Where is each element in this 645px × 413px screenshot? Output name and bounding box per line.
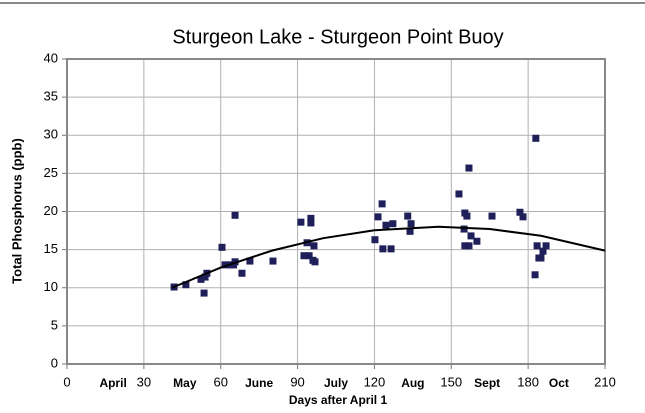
point	[238, 269, 246, 277]
point	[389, 220, 397, 228]
point	[539, 247, 547, 255]
y-tick-label: 25	[44, 165, 58, 180]
x-tick-label: 60	[213, 374, 227, 389]
point	[182, 281, 190, 289]
x-tick-label: 0	[63, 374, 70, 389]
point	[516, 208, 524, 216]
point	[378, 200, 386, 208]
point	[542, 242, 550, 250]
point	[311, 258, 319, 266]
point	[197, 275, 205, 283]
point	[231, 211, 239, 219]
point	[246, 257, 254, 265]
point	[467, 232, 475, 240]
point	[387, 245, 395, 253]
point	[374, 213, 382, 221]
point	[300, 252, 308, 260]
y-tick-label: 30	[44, 127, 58, 142]
point	[379, 245, 387, 253]
y-tick-label: 35	[44, 89, 58, 104]
point	[460, 225, 468, 233]
x-tick-label: 30	[137, 374, 151, 389]
x-tick-label: 90	[290, 374, 304, 389]
plot-border	[66, 58, 606, 365]
x-tick-label: 180	[517, 374, 539, 389]
x-axis-label: Days after April 1	[289, 393, 388, 407]
point	[297, 218, 305, 226]
point	[200, 289, 208, 297]
month-label: June	[245, 376, 273, 390]
chart-title: Sturgeon Lake - Sturgeon Point Buoy	[172, 26, 503, 48]
month-label: May	[173, 376, 197, 390]
point	[473, 237, 481, 245]
point	[463, 212, 471, 220]
month-label: July	[324, 376, 348, 390]
month-label: Aug	[401, 376, 424, 390]
y-tick-label: 0	[51, 355, 58, 370]
month-label: Sept	[474, 376, 500, 390]
x-tick-label: 210	[594, 374, 616, 389]
point	[532, 134, 540, 142]
point	[461, 242, 469, 250]
point	[533, 242, 541, 250]
point	[307, 214, 315, 222]
point	[305, 252, 313, 260]
point	[407, 220, 415, 228]
point	[465, 242, 473, 250]
y-tick-label: 20	[44, 203, 58, 218]
x-tick-label: 120	[364, 374, 386, 389]
month-label: April	[99, 376, 126, 390]
trend-line	[171, 225, 606, 289]
point	[455, 190, 463, 198]
point	[310, 242, 318, 250]
point	[218, 243, 226, 251]
point	[307, 219, 315, 227]
y-tick-label: 5	[51, 317, 58, 332]
y-tick-label: 15	[44, 241, 58, 256]
point	[201, 273, 209, 281]
point	[404, 212, 412, 220]
point	[406, 227, 414, 235]
point	[382, 221, 390, 229]
point	[519, 213, 527, 221]
x-tick-label: 150	[440, 374, 462, 389]
point	[465, 164, 473, 172]
y-tick-label: 40	[44, 50, 58, 65]
point	[537, 254, 545, 262]
y-tick-label: 10	[44, 279, 58, 294]
y-axis-label: Total Phosphorus (ppb)	[9, 138, 24, 284]
point	[488, 212, 496, 220]
point	[269, 257, 277, 265]
point	[371, 236, 379, 244]
point	[221, 261, 229, 269]
month-label: Oct	[549, 376, 569, 390]
point	[531, 271, 539, 279]
